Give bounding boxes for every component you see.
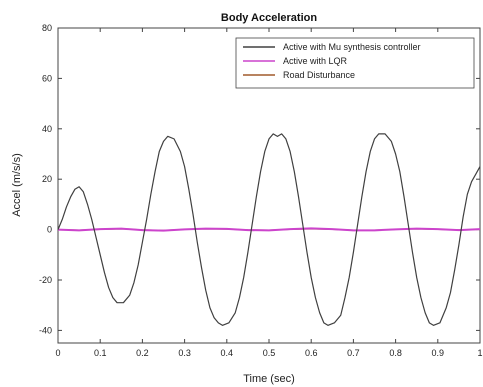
legend-label-1: Active with LQR	[283, 56, 348, 66]
y-tick-label: 60	[42, 73, 52, 83]
y-tick-label: 20	[42, 174, 52, 184]
x-tick-label: 0.5	[263, 348, 276, 358]
y-tick-label: -40	[39, 325, 52, 335]
x-axis: 0 0.1 0.2 0.3 0.4 0.5 0.6 0.7 0.8 0.9 1	[55, 28, 483, 358]
x-tick-label: 0.2	[136, 348, 149, 358]
x-tick-label: 0.4	[221, 348, 234, 358]
x-tick-label: 0.1	[94, 348, 107, 358]
legend-label-0: Active with Mu synthesis controller	[283, 42, 421, 52]
x-tick-label: 0.7	[347, 348, 360, 358]
y-tick-label: 40	[42, 124, 52, 134]
y-tick-label: -20	[39, 275, 52, 285]
x-tick-label: 0	[55, 348, 60, 358]
x-tick-label: 0.6	[305, 348, 318, 358]
legend-box	[235, 37, 475, 89]
legend: Active with Mu synthesis controller Activ…	[235, 37, 475, 89]
y-tick-label: 0	[47, 225, 52, 235]
chart-title: Body Acceleration	[221, 12, 317, 24]
y-tick-label: 80	[42, 23, 52, 33]
x-axis-title: Time (sec)	[243, 373, 295, 385]
x-tick-label: 0.3	[178, 348, 191, 358]
series-line-1	[57, 227, 481, 232]
x-tick-label: 1	[477, 348, 482, 358]
series-layer	[57, 133, 481, 326]
x-tick-label: 0.8	[389, 348, 402, 358]
legend-label-2: Road Disturbance	[283, 70, 355, 80]
y-axis-title: Accel (m/s/s)	[11, 153, 23, 217]
series-line-0	[57, 133, 481, 326]
x-tick-label: 0.9	[432, 348, 445, 358]
